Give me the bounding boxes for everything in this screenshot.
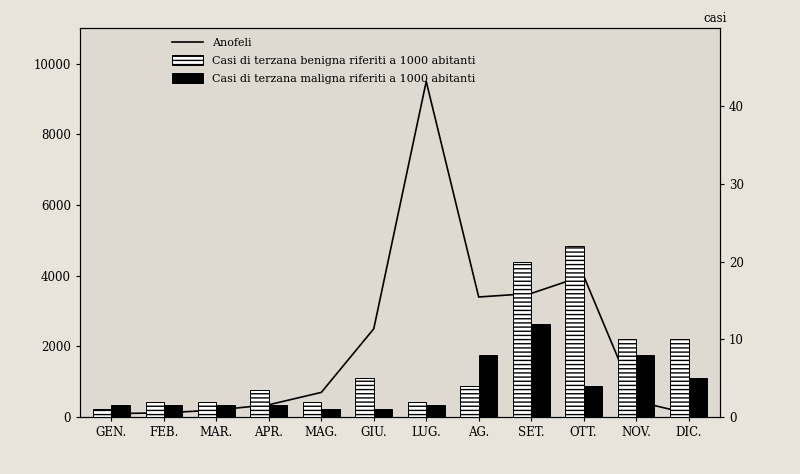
Anofeli [631,398,641,404]
Bar [566,246,584,417]
Anofeli [526,291,536,296]
Anofeli [474,294,483,300]
Bar [689,378,707,417]
Bar [164,405,182,417]
Bar [269,405,287,417]
Anofeli [684,411,694,417]
Anofeli [317,390,326,395]
Bar [460,386,478,417]
Anofeli [106,411,116,417]
Bar [322,410,340,417]
Bar [670,339,689,417]
Bar [513,262,531,417]
Line: Anofeli: Anofeli [111,82,689,414]
Bar [374,410,392,417]
Bar [303,401,322,417]
Anofeli [211,407,221,413]
Anofeli [264,402,274,408]
Bar [478,355,497,417]
Bar [250,390,269,417]
Bar [584,386,602,417]
Bar [636,355,654,417]
Anofeli [422,79,431,84]
Bar [408,401,426,417]
Bar [198,401,216,417]
Bar [531,324,550,417]
Text: casi: casi [703,11,726,25]
Bar [93,410,111,417]
Anofeli [159,410,169,416]
Bar [146,401,164,417]
Anofeli [369,326,378,332]
Bar [618,339,636,417]
Bar [111,405,130,417]
Legend: Anofeli, Casi di terzana benigna riferiti a 1000 abitanti, Casi di terzana malig: Anofeli, Casi di terzana benigna riferit… [169,34,479,87]
Bar [426,405,445,417]
Anofeli [579,273,589,279]
Bar [355,378,374,417]
Bar [216,405,234,417]
